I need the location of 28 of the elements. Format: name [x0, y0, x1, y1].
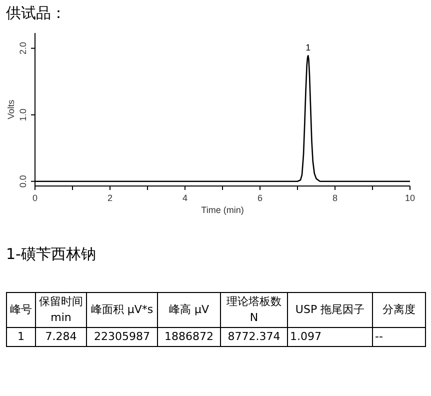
y-tick-label: 2.0: [18, 42, 28, 55]
annotation: 1: [306, 42, 311, 53]
text: 1886872: [158, 328, 220, 346]
text: 峰号: [6, 292, 36, 328]
text: 理论塔板数 N: [220, 292, 288, 328]
text: 22305987: [86, 328, 158, 346]
text: --: [372, 328, 426, 346]
text: 1-磺苄西林钠: [6, 245, 96, 264]
x-axis-title: Time (min): [201, 205, 244, 215]
y-tick-label: 1.0: [18, 108, 28, 122]
text: 7.284: [36, 328, 86, 346]
text: 峰高 μV: [158, 292, 220, 328]
text: 1: [6, 328, 36, 346]
y-axis-title: Volts: [6, 99, 16, 120]
text: 1.097: [288, 328, 372, 346]
x-tick-label: 8: [332, 193, 338, 203]
text: 保留时间 min: [36, 292, 86, 328]
x-tick-label: 6: [257, 193, 263, 203]
x-tick-label: 4: [182, 193, 188, 203]
x-tick-label: 10: [404, 193, 416, 203]
text: USP 拖尾因子: [288, 292, 372, 328]
x-tick-label: 2: [107, 193, 113, 203]
text: 分离度: [372, 292, 426, 328]
text: 8772.374: [220, 328, 288, 346]
x-tick-label: 0: [32, 193, 38, 203]
text: 峰面积 μV*s: [86, 292, 158, 328]
y-tick-label: 0.0: [18, 175, 28, 188]
chart-title: 供试品：: [6, 4, 66, 23]
